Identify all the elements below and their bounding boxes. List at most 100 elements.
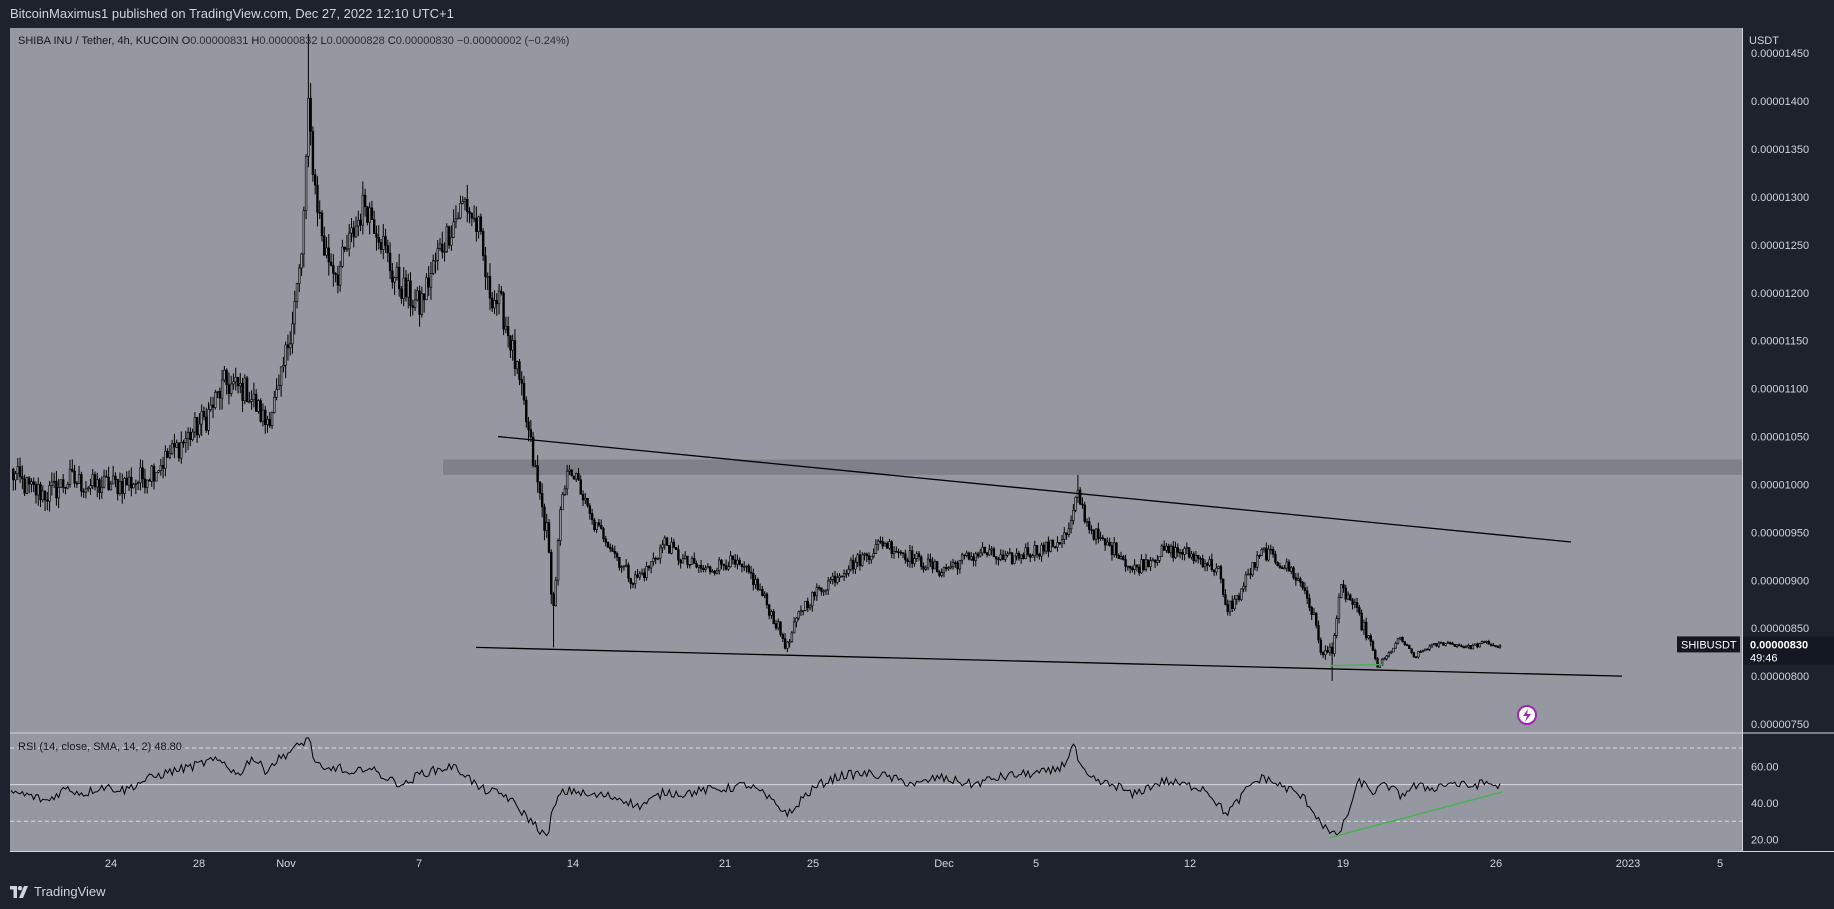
bar-countdown-label: 49:46 — [1750, 652, 1778, 664]
candle-body-down — [1374, 650, 1377, 659]
candle-body-up — [1006, 553, 1009, 556]
candle-body-down — [1287, 561, 1291, 572]
candle-body-up — [1019, 554, 1023, 559]
candle-body-down — [366, 206, 369, 223]
candle-body-down — [806, 600, 809, 609]
candle-body-up — [777, 621, 780, 629]
candle-body-up — [1158, 556, 1161, 561]
candle-body-down — [518, 361, 521, 380]
candle-body-down — [152, 465, 156, 482]
candle-body-up — [704, 567, 707, 571]
candle-body-up — [198, 423, 201, 436]
candle-body-up — [645, 566, 648, 578]
tradingview-logo[interactable]: TradingView — [10, 884, 106, 899]
candle-body-down — [935, 561, 939, 572]
candle-body-up — [974, 553, 977, 561]
candles-group — [12, 34, 1502, 681]
candle-body-down — [484, 255, 487, 277]
candle-body-down — [945, 567, 948, 569]
candle-body-up — [795, 617, 798, 623]
candle-body-down — [699, 564, 703, 569]
candle-body-down — [141, 467, 144, 480]
candle-body-up — [1126, 565, 1130, 568]
candle-body-up — [289, 343, 292, 349]
candle-body-down — [205, 416, 208, 431]
candle-body-down — [359, 219, 362, 226]
time-axis-tick-label: 12 — [1184, 858, 1196, 870]
lightning-event-icon[interactable] — [1517, 705, 1537, 725]
candle-body-down — [629, 577, 632, 584]
candle-body-up — [261, 409, 265, 422]
candle-body-up — [1385, 655, 1388, 660]
candle-body-down — [404, 277, 408, 298]
price-axis-tick-label: 0.00000800 — [1751, 671, 1809, 683]
chart-container[interactable]: USDT 0.00001450 0.00001400 0.00001350 0.0000… — [10, 28, 1834, 874]
candle-body-down — [693, 558, 696, 564]
candle-body-up — [1013, 555, 1016, 564]
candle-body-up — [1228, 600, 1232, 613]
candle-body-up — [443, 251, 446, 253]
candle-body-down — [62, 479, 65, 488]
candle-body-down — [1492, 644, 1495, 647]
candle-body-down — [481, 231, 485, 257]
candle-body-down — [618, 556, 621, 568]
candle-body-up — [849, 559, 853, 570]
candle-body-up — [30, 481, 33, 485]
candle-body-up — [1433, 643, 1436, 645]
candle-body-up — [50, 481, 54, 486]
candle-body-down — [1315, 612, 1318, 626]
candle-body-up — [357, 219, 360, 227]
candle-body-up — [243, 377, 247, 401]
green-support-line — [1329, 663, 1383, 667]
candle-body-up — [1498, 645, 1502, 648]
candle-body-down — [1226, 604, 1229, 613]
candle-body-up — [354, 225, 358, 238]
candle-body-up — [670, 541, 673, 554]
candle-body-up — [622, 565, 626, 568]
candle-body-up — [1169, 545, 1173, 554]
candle-body-down — [1376, 658, 1379, 668]
candle-body-down — [1317, 625, 1320, 641]
candle-body-up — [736, 559, 739, 565]
price-axis-tick-label: 0.00001300 — [1751, 192, 1809, 204]
candle-body-up — [822, 590, 825, 593]
candle-body-down — [917, 553, 921, 558]
candle-body-up — [715, 570, 719, 574]
candle-body-up — [118, 481, 122, 495]
candle-body-down — [1219, 566, 1223, 580]
candle-body-up — [856, 554, 859, 563]
candle-body-down — [316, 184, 319, 213]
candle-body-up — [325, 247, 328, 256]
candle-body-up — [1144, 559, 1148, 570]
candle-body-down — [899, 551, 903, 554]
candle-body-down — [121, 481, 124, 494]
candle-body-up — [958, 559, 962, 570]
candle-body-down — [781, 633, 785, 639]
candle-body-down — [254, 393, 258, 412]
candle-body-down — [64, 487, 67, 489]
candle-body-down — [1172, 545, 1175, 558]
candle-body-down — [627, 564, 630, 579]
candle-body-down — [954, 562, 957, 564]
candle-body-down — [1110, 545, 1114, 555]
candle-body-up — [300, 253, 303, 269]
candle-body-down — [1435, 643, 1438, 647]
candle-body-up — [575, 473, 578, 480]
candle-body-up — [284, 344, 287, 366]
candle-body-up — [157, 470, 160, 473]
candle-body-down — [1271, 548, 1275, 555]
candle-body-up — [497, 290, 501, 305]
candle-body-up — [191, 431, 194, 440]
candle-body-down — [1083, 504, 1086, 522]
candle-body-down — [82, 490, 85, 493]
candle-body-up — [711, 570, 714, 573]
candle-body-down — [479, 216, 483, 232]
candle-body-down — [1249, 573, 1252, 576]
current-price-label: 0.00000830 — [1750, 639, 1808, 651]
candle-body-down — [1330, 646, 1334, 654]
candle-body-down — [654, 557, 657, 560]
candle-body-down — [686, 555, 689, 565]
candle-body-down — [997, 558, 1000, 561]
candle-body-down — [520, 379, 523, 384]
